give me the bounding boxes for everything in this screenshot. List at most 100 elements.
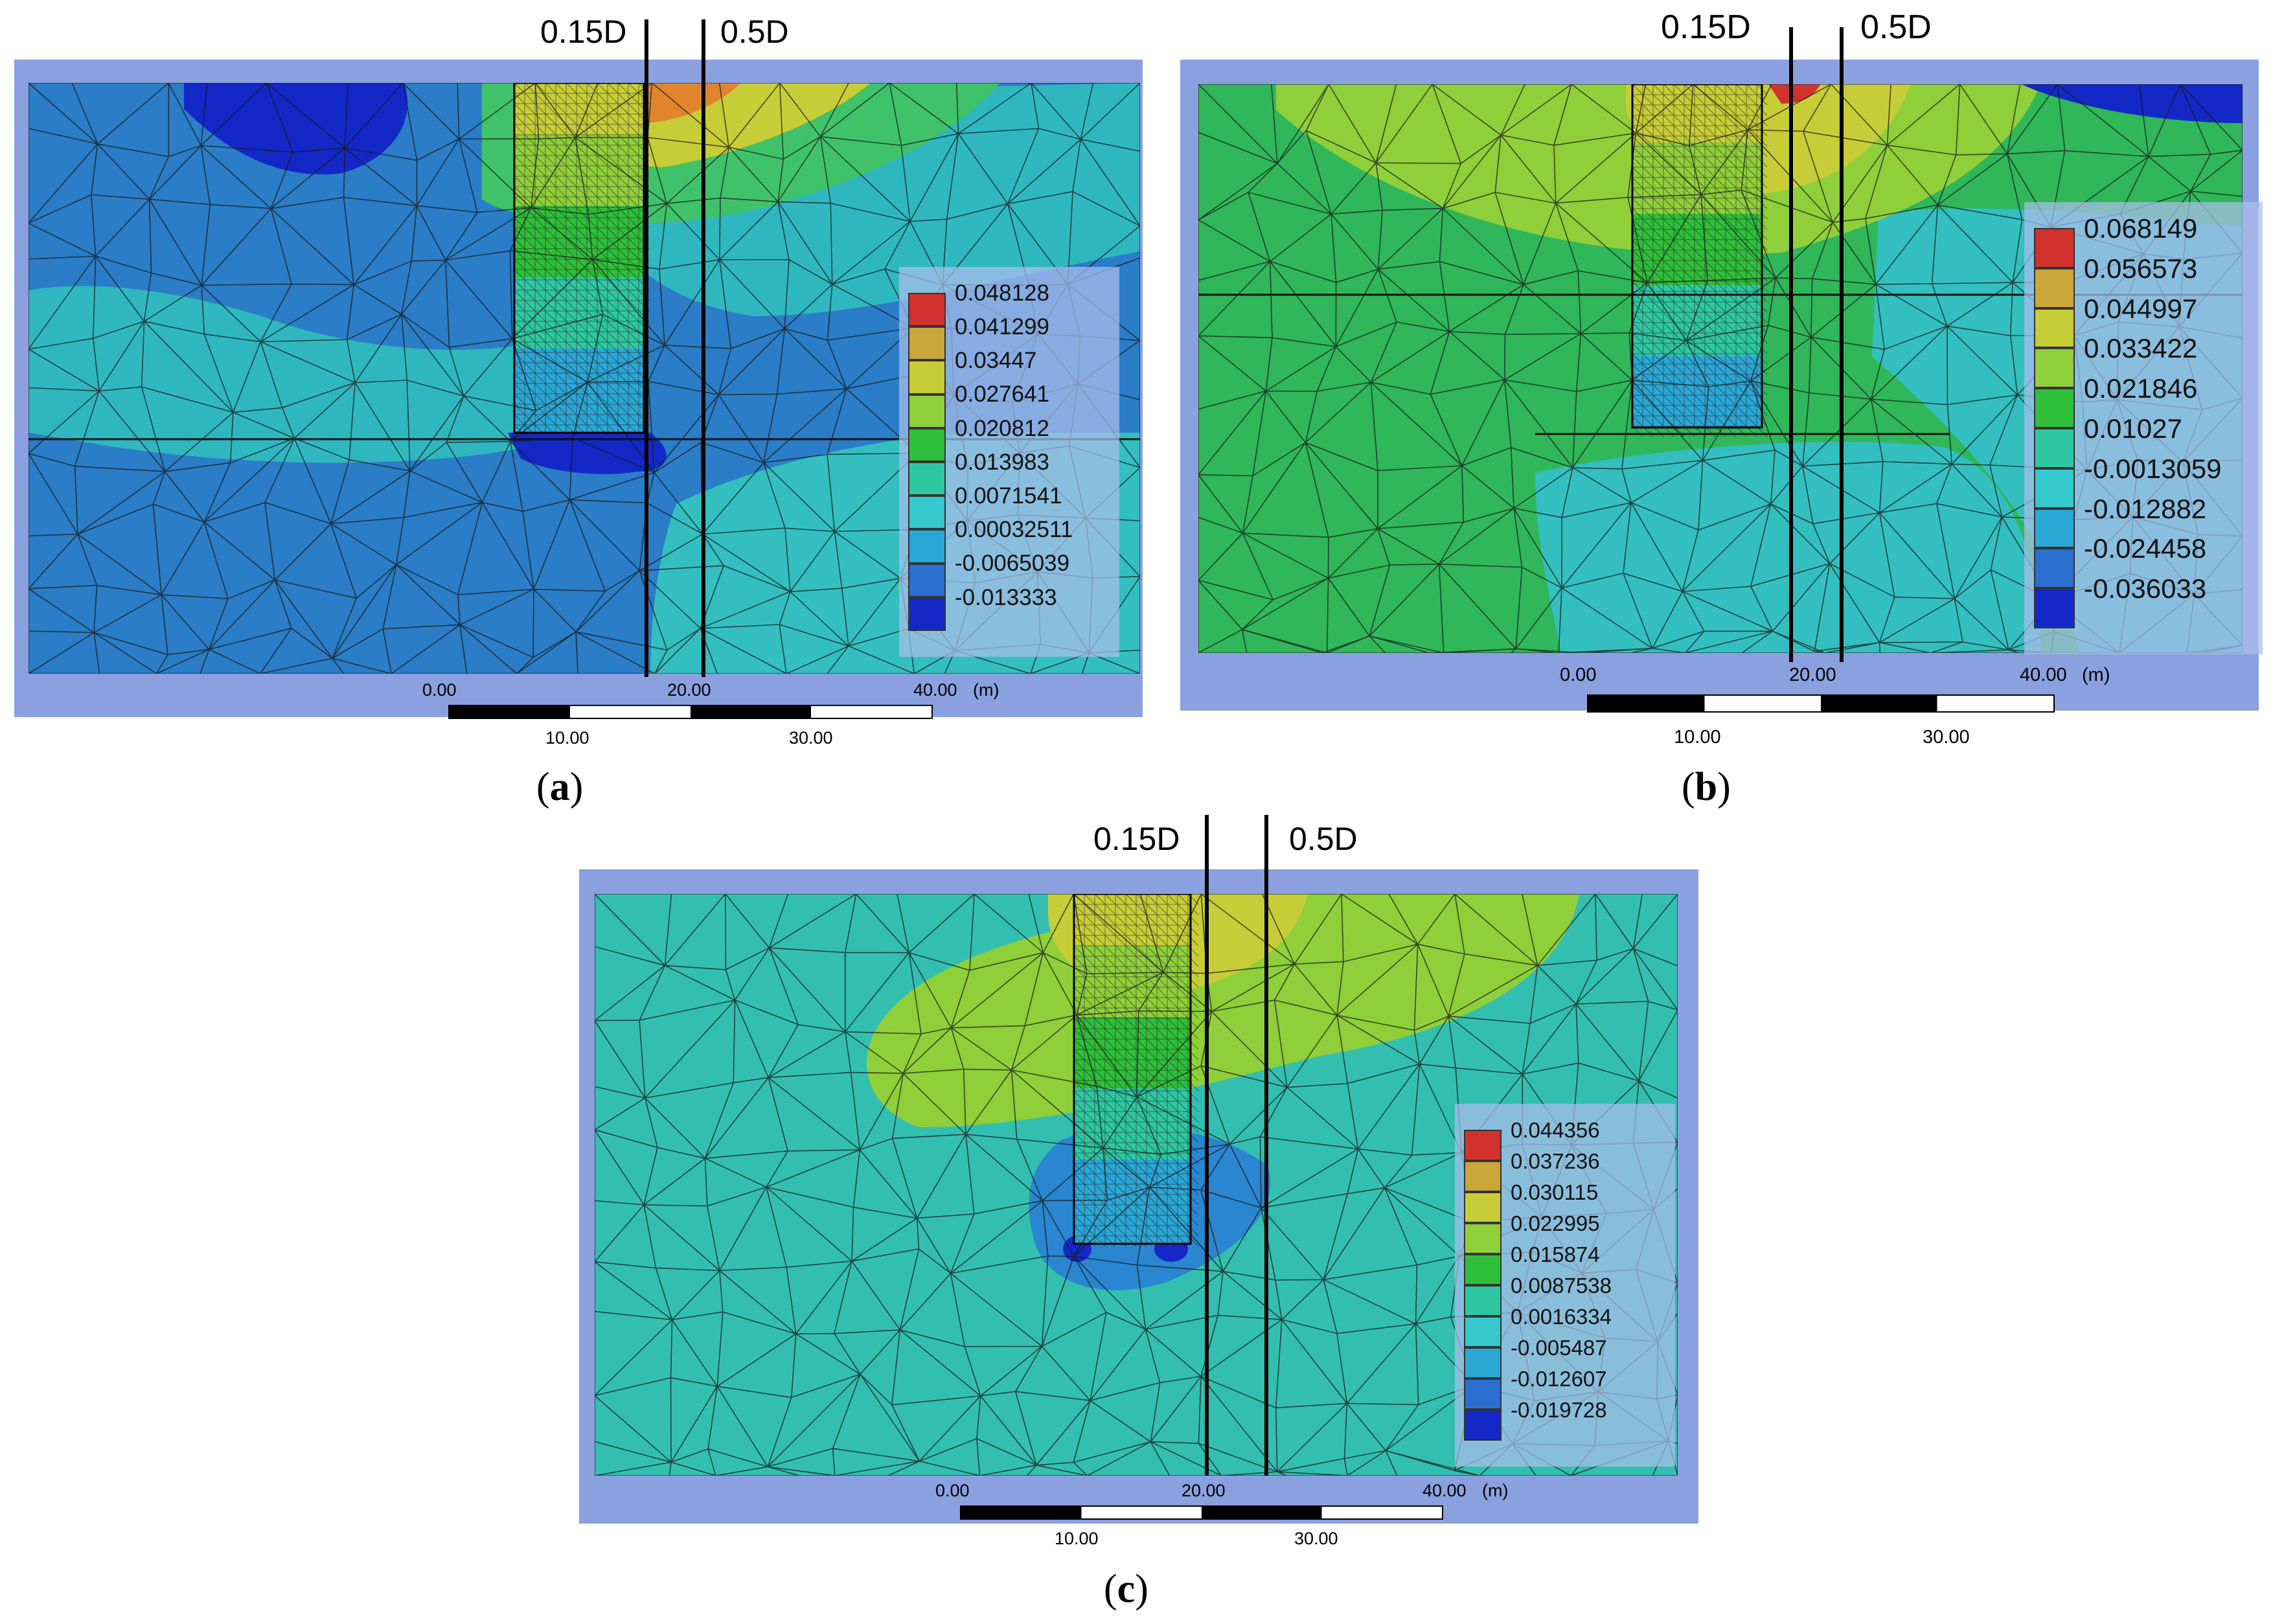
ref-label-05d-b: 0.5D bbox=[1860, 8, 1932, 46]
ref-label-05d-a: 0.5D bbox=[720, 14, 789, 50]
legend-value: 0.068149 bbox=[2084, 212, 2198, 244]
scale-top-1-b: 20.00 bbox=[1789, 665, 1836, 685]
scale-top-2-c: 40.00 bbox=[1422, 1481, 1467, 1500]
scale-bar-c bbox=[960, 1505, 1443, 1520]
pile-band-b3 bbox=[1632, 214, 1762, 285]
scale-bottom-1-a: 30.00 bbox=[789, 728, 833, 748]
legend-swatch bbox=[2034, 308, 2075, 349]
scale-bottom-1-c: 30.00 bbox=[1294, 1529, 1338, 1548]
legend-value: 0.00032511 bbox=[955, 517, 1073, 543]
scale-top-0-a: 0.00 bbox=[422, 680, 457, 700]
ref-line-05d-a bbox=[702, 19, 705, 677]
caption-a: (a) bbox=[536, 765, 584, 809]
legend-value: 0.044997 bbox=[2084, 293, 2198, 324]
legend-b: 0.068149 0.056573 0.044997 0.033422 0.021846… bbox=[2024, 202, 2263, 654]
legend-a: 0.048128 0.041299 0.03447 0.027641 0.020812 0… bbox=[899, 267, 1119, 657]
legend-swatch bbox=[1464, 1410, 1502, 1441]
panel-b: 0.068149 0.056573 0.044997 0.033422 0.021846… bbox=[1166, 0, 2273, 809]
legend-swatch bbox=[2034, 468, 2075, 509]
scale-bottom-0-c: 10.00 bbox=[1055, 1529, 1099, 1548]
ref-line-015d-a bbox=[645, 19, 648, 677]
scale-top-2-b: 40.00 bbox=[2020, 665, 2067, 685]
legend-value: -0.013333 bbox=[955, 584, 1057, 610]
legend-value: 0.056573 bbox=[2084, 253, 2198, 284]
contour-zone-b1 bbox=[1535, 442, 2040, 653]
ref-line-05d-b bbox=[1840, 27, 1844, 662]
caption-letter-c: c bbox=[1117, 1567, 1136, 1611]
pile-mesh-a bbox=[513, 83, 650, 436]
ref-line-05d-c bbox=[1264, 815, 1268, 1476]
scale-bottom-0-b: 10.00 bbox=[1674, 727, 1721, 748]
legend-swatch bbox=[2034, 428, 2075, 468]
legend-value: 0.041299 bbox=[955, 314, 1049, 339]
legend-value: 0.0087538 bbox=[1511, 1273, 1612, 1298]
ref-label-015d-c: 0.15D bbox=[1093, 821, 1180, 857]
legend-swatch bbox=[1464, 1347, 1502, 1378]
legend-value: 0.048128 bbox=[955, 280, 1049, 306]
legend-swatch bbox=[908, 428, 946, 462]
legend-value: 0.015874 bbox=[1511, 1242, 1600, 1266]
contour-zone-a1 bbox=[29, 286, 534, 463]
legend-c: 0.044356 0.037236 0.030115 0.022995 0.015874… bbox=[1455, 1104, 1675, 1467]
pile-mesh-lines bbox=[1073, 894, 1199, 1247]
pile-mesh-c bbox=[1073, 894, 1199, 1247]
legend-swatch bbox=[2034, 228, 2075, 268]
legend-value: -0.0065039 bbox=[955, 551, 1070, 577]
caption-letter-a: a bbox=[549, 765, 570, 809]
caption-letter-b: b bbox=[1695, 765, 1718, 809]
contour-zone-b5 bbox=[1768, 84, 1820, 104]
legend-swatch bbox=[1464, 1192, 1502, 1223]
legend-value: 0.030115 bbox=[1511, 1180, 1599, 1204]
scale-top-0-c: 0.00 bbox=[935, 1481, 970, 1500]
pile-band-c2 bbox=[1074, 946, 1191, 1017]
caption-c: (c) bbox=[1104, 1567, 1148, 1611]
panel-c: 0.044356 0.037236 0.030115 0.022995 0.015874… bbox=[570, 810, 1710, 1624]
legend-value: 0.0016334 bbox=[1511, 1304, 1612, 1329]
scale-top-2-a: 40.00 bbox=[913, 680, 957, 700]
scale-top-0-b: 0.00 bbox=[1560, 665, 1597, 685]
legend-value: 0.020812 bbox=[955, 415, 1049, 441]
legend-swatch bbox=[1464, 1285, 1502, 1316]
legend-swatch bbox=[908, 496, 946, 530]
legend-swatch bbox=[1464, 1378, 1502, 1410]
legend-swatch bbox=[2034, 548, 2075, 589]
legend-value: 0.0071541 bbox=[955, 483, 1062, 509]
pile-band-c1 bbox=[1074, 894, 1191, 946]
scale-bottom-0-a: 10.00 bbox=[545, 728, 589, 748]
legend-value: 0.044356 bbox=[1511, 1117, 1600, 1142]
legend-swatch bbox=[1464, 1223, 1502, 1254]
caption-b: (b) bbox=[1682, 765, 1731, 809]
scale-bottom-1-b: 30.00 bbox=[1923, 727, 1970, 748]
legend-swatch bbox=[2034, 588, 2075, 628]
legend-swatch bbox=[908, 597, 946, 631]
legend-swatch bbox=[908, 529, 946, 564]
legend-value: 0.013983 bbox=[955, 449, 1049, 475]
legend-swatch bbox=[1464, 1130, 1502, 1161]
scale-top-1-c: 20.00 bbox=[1182, 1481, 1226, 1500]
pile-outline bbox=[513, 83, 645, 434]
legend-swatch bbox=[2034, 268, 2075, 308]
scale-unit-b: (m) bbox=[2082, 665, 2110, 685]
legend-swatch bbox=[908, 563, 946, 597]
scale-top-1-a: 20.00 bbox=[667, 680, 711, 700]
pile-tip-a bbox=[508, 433, 667, 474]
contour-zone-a7 bbox=[184, 83, 408, 175]
pile-outline bbox=[1073, 894, 1192, 1245]
scale-unit-a: (m) bbox=[973, 680, 999, 700]
contour-zone-b6 bbox=[2021, 84, 2243, 123]
legend-value: -0.0013059 bbox=[2084, 453, 2222, 484]
legend-swatch bbox=[2034, 508, 2075, 549]
legend-swatch bbox=[908, 360, 946, 395]
legend-value: 0.033422 bbox=[2084, 333, 2198, 364]
pile-outline bbox=[1631, 84, 1763, 429]
legend-value: -0.024458 bbox=[2084, 533, 2207, 564]
legend-swatch bbox=[2034, 348, 2075, 389]
legend-value: 0.01027 bbox=[2084, 413, 2182, 444]
legend-value: -0.005487 bbox=[1511, 1335, 1607, 1360]
scale-bar-b bbox=[1587, 694, 2055, 713]
legend-value: -0.012882 bbox=[2084, 493, 2207, 524]
panel-a: 0.048128 0.041299 0.03447 0.027641 0.020812 0… bbox=[0, 0, 1147, 809]
contour-zone-c1 bbox=[867, 894, 1579, 1127]
scale-bar-a bbox=[448, 705, 933, 719]
ref-label-05d-c: 0.5D bbox=[1289, 821, 1358, 857]
